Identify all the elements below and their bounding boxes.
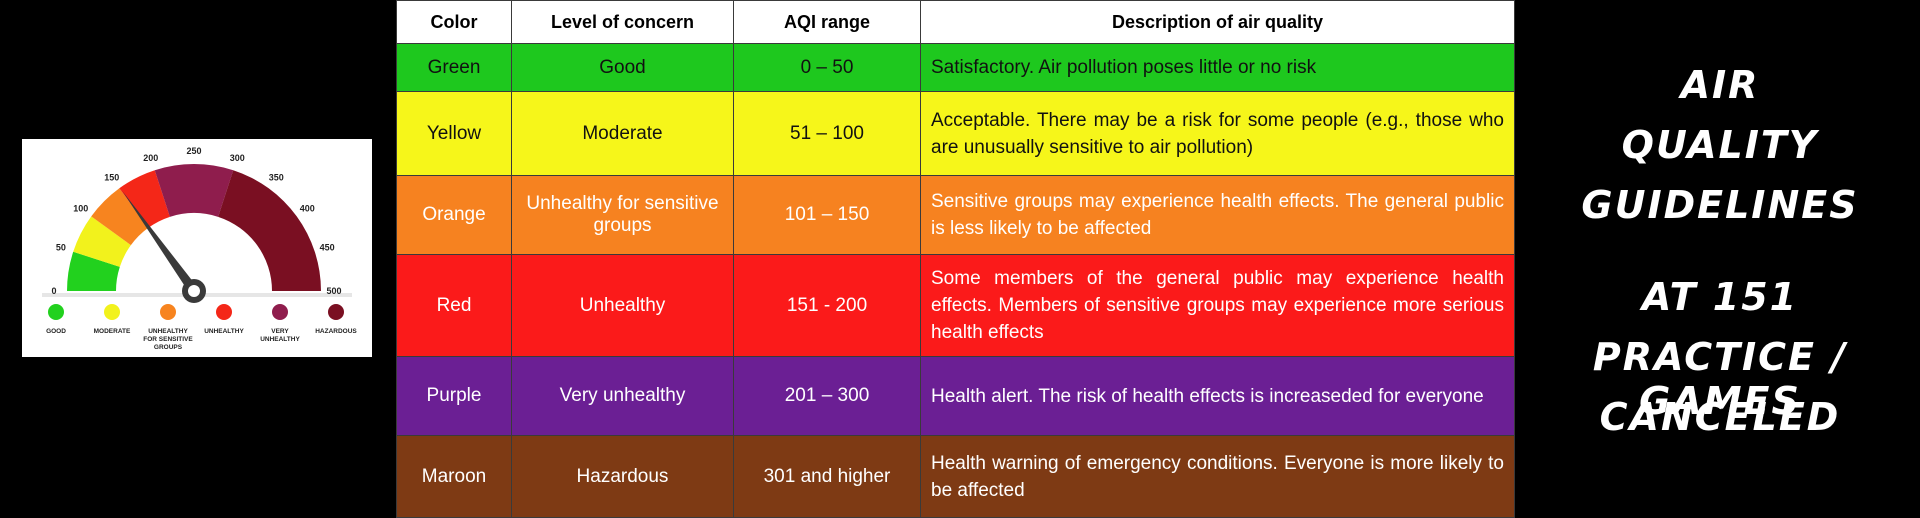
gauge-segment-unhealthy-sensitive bbox=[91, 188, 149, 246]
gauge-tick-label: 250 bbox=[186, 146, 201, 156]
notice-line-threshold: AT 151 bbox=[1641, 275, 1799, 319]
table-row-yellow: Yellow Moderate 51 – 100 Acceptable. The… bbox=[396, 91, 1515, 176]
legend-dot bbox=[48, 304, 64, 320]
cell-range: 151 - 200 bbox=[733, 254, 921, 357]
table-row-red: Red Unhealthy 151 - 200 Some members of … bbox=[396, 254, 1515, 357]
legend-dot bbox=[160, 304, 176, 320]
cell-color: Maroon bbox=[396, 435, 512, 518]
legend-label: VERY bbox=[271, 328, 289, 335]
legend-dot bbox=[216, 304, 232, 320]
gauge-hub-center bbox=[188, 285, 200, 297]
cell-color: Purple bbox=[396, 356, 512, 436]
header-description: Description of air quality bbox=[920, 0, 1515, 44]
practice-notice: AIR QUALITY GUIDELINES AT 151 PRACTICE /… bbox=[1520, 0, 1920, 516]
gauge-tick-label: 0 bbox=[51, 286, 56, 296]
gauge-tick-label: 100 bbox=[73, 204, 88, 214]
gauge-tick-label: 350 bbox=[269, 173, 284, 183]
header-level-of-concern: Level of concern bbox=[511, 0, 734, 44]
table-row-green: Green Good 0 – 50 Satisfactory. Air poll… bbox=[396, 43, 1515, 92]
cell-description: Acceptable. There may be a risk for some… bbox=[920, 91, 1515, 176]
cell-description: Health warning of emergency conditions. … bbox=[920, 435, 1515, 518]
gauge-tick-label: 50 bbox=[56, 243, 66, 253]
table-row-purple: Purple Very unhealthy 201 – 300 Health a… bbox=[396, 356, 1515, 436]
gauge-segment-good bbox=[67, 251, 120, 291]
header-aqi-range: AQI range bbox=[733, 0, 921, 44]
gauge-tick-label: 200 bbox=[143, 153, 158, 163]
aqi-gauge-card: 0 50 100 150 200 250 300 350 400 450 500 GOOD MODER… bbox=[22, 139, 372, 357]
legend-dot bbox=[272, 304, 288, 320]
cell-range: 0 – 50 bbox=[733, 43, 921, 92]
cell-range: 51 – 100 bbox=[733, 91, 921, 176]
cell-color: Red bbox=[396, 254, 512, 357]
table-row-maroon: Maroon Hazardous 301 and higher Health w… bbox=[396, 435, 1515, 518]
legend-label: MODERATE bbox=[94, 328, 131, 335]
cell-color: Yellow bbox=[396, 91, 512, 176]
gauge-segment-hazardous bbox=[218, 170, 321, 291]
gauge-tick-label: 450 bbox=[320, 243, 335, 253]
header-color: Color bbox=[396, 0, 512, 44]
cell-description: Health alert. The risk of health effects… bbox=[920, 356, 1515, 436]
notice-line-air: AIR bbox=[1680, 63, 1760, 107]
cell-range: 101 – 150 bbox=[733, 175, 921, 255]
gauge-needle bbox=[122, 191, 199, 294]
gauge-segment-moderate bbox=[73, 216, 131, 267]
cell-level: Unhealthy for sensitive groups bbox=[511, 175, 734, 255]
gauge-tick-label: 150 bbox=[104, 173, 119, 183]
gauge-segment-very-unhealthy bbox=[154, 164, 234, 217]
gauge-tick-label: 400 bbox=[300, 204, 315, 214]
legend-label: GROUPS bbox=[154, 344, 183, 351]
cell-color: Green bbox=[396, 43, 512, 92]
notice-line-canceled: CANCELED bbox=[1599, 395, 1841, 439]
gauge-segment-unhealthy bbox=[119, 170, 170, 228]
legend-dot bbox=[104, 304, 120, 320]
legend-label: HAZARDOUS bbox=[315, 328, 357, 335]
cell-level: Very unhealthy bbox=[511, 356, 734, 436]
cell-level: Unhealthy bbox=[511, 254, 734, 357]
legend-dot bbox=[328, 304, 344, 320]
notice-line-practice-games: PRACTICE / GAMES bbox=[1592, 335, 1848, 423]
table-header-row: Color Level of concern AQI range Descrip… bbox=[396, 0, 1515, 44]
cell-level: Moderate bbox=[511, 91, 734, 176]
notice-line-quality: QUALITY bbox=[1621, 123, 1819, 167]
legend-label: GOOD bbox=[46, 328, 66, 335]
gauge-tick-label: 500 bbox=[326, 286, 341, 296]
gauge-tick-label: 300 bbox=[230, 153, 245, 163]
aqi-table: Color Level of concern AQI range Descrip… bbox=[396, 0, 1515, 518]
cell-level: Good bbox=[511, 43, 734, 92]
legend-label: UNHEALTHY bbox=[204, 328, 244, 335]
cell-range: 301 and higher bbox=[733, 435, 921, 518]
cell-range: 201 – 300 bbox=[733, 356, 921, 436]
cell-color: Orange bbox=[396, 175, 512, 255]
legend-label: UNHEALTHY bbox=[148, 328, 188, 335]
legend-label: FOR SENSITIVE bbox=[143, 336, 193, 343]
aqi-gauge: 0 50 100 150 200 250 300 350 400 450 500 GOOD MODER… bbox=[42, 146, 357, 351]
cell-level: Hazardous bbox=[511, 435, 734, 518]
cell-description: Satisfactory. Air pollution poses little… bbox=[920, 43, 1515, 92]
table-row-orange: Orange Unhealthy for sensitive groups 10… bbox=[396, 175, 1515, 255]
cell-description: Some members of the general public may e… bbox=[920, 254, 1515, 357]
legend-label: UNHEALTHY bbox=[260, 336, 300, 343]
notice-line-guidelines: GUIDELINES bbox=[1581, 183, 1859, 227]
cell-description: Sensitive groups may experience health e… bbox=[920, 175, 1515, 255]
